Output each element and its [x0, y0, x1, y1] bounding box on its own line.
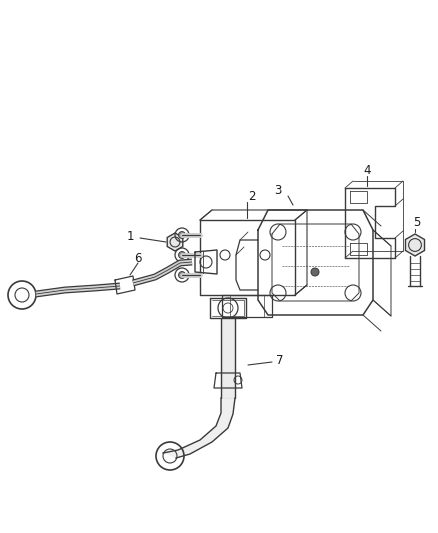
Circle shape	[179, 231, 186, 238]
Text: 7: 7	[276, 353, 284, 367]
Polygon shape	[406, 234, 424, 256]
Circle shape	[311, 268, 319, 276]
Text: 5: 5	[413, 216, 420, 230]
Circle shape	[179, 252, 186, 259]
Polygon shape	[163, 398, 235, 458]
Text: 1: 1	[126, 230, 134, 243]
Circle shape	[179, 271, 186, 279]
Text: 3: 3	[274, 183, 282, 197]
Text: 2: 2	[248, 190, 256, 203]
Text: 6: 6	[134, 252, 142, 264]
Text: 4: 4	[363, 164, 371, 176]
Polygon shape	[167, 233, 183, 251]
